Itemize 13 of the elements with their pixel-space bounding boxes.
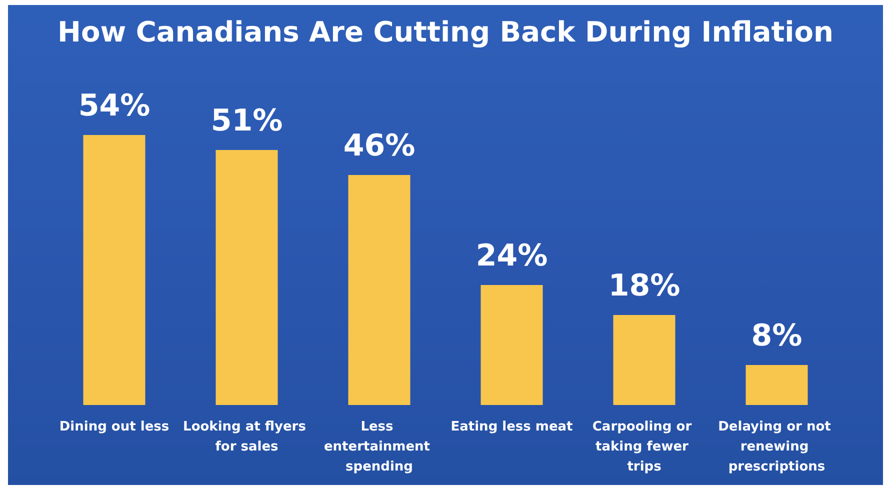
x-tick-label: Less entertainment spending — [324, 420, 435, 474]
data-label: 46% — [343, 128, 416, 164]
x-tick-label: Dining out less — [59, 420, 170, 434]
x-tick-label: Looking at flyers for sales — [183, 420, 310, 454]
data-label: 24% — [476, 238, 548, 274]
data-label: 51% — [210, 104, 283, 138]
chart-title: How Canadians Are Cutting Back During Inflation — [58, 16, 834, 48]
data-label: 8% — [751, 318, 802, 354]
x-tick-label: Carpooling or taking fewer trips — [592, 420, 696, 474]
x-tick-label: Delaying or not renewing prescriptions — [718, 420, 836, 474]
data-label: 54% — [78, 88, 150, 124]
data-label: 18% — [608, 268, 680, 304]
x-tick-label: Eating less meat — [450, 420, 573, 434]
